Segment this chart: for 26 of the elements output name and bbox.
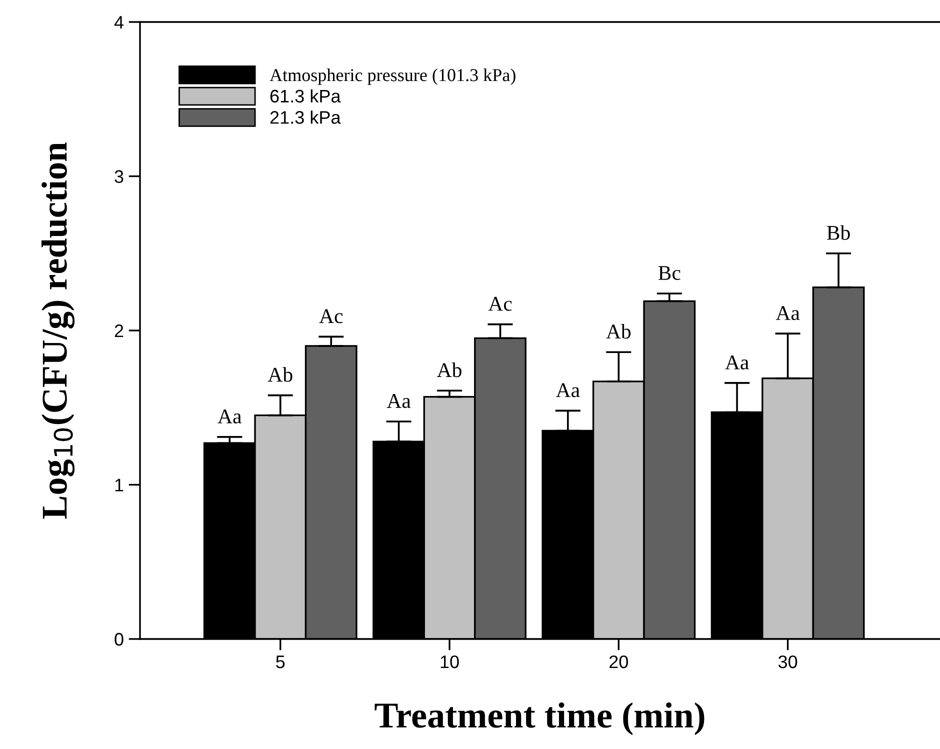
data-label: Aa xyxy=(776,306,800,320)
y-tick-label: 0 xyxy=(114,632,124,646)
data-label: Ac xyxy=(319,309,343,324)
data-label: Bc xyxy=(658,266,680,280)
data-label: Aa xyxy=(386,394,411,408)
x-tick-label: 20 xyxy=(610,655,628,668)
data-label: Ab xyxy=(436,362,462,378)
x-tick-label: 5 xyxy=(276,656,285,668)
y-tick-label: 3 xyxy=(114,170,124,183)
data-label: Aa xyxy=(218,409,242,424)
y-axis-title: Log$_{10}$(CFU/g) reduction xyxy=(42,142,75,519)
y-tick-label: 1 xyxy=(115,478,124,492)
x-tick-label: 30 xyxy=(778,655,798,668)
data-label: Aa xyxy=(556,383,580,398)
legend-label: Atmospheric pressure (101.3 kPa) xyxy=(270,68,516,85)
data-label: Aa xyxy=(725,356,749,370)
legend-label: 21.3 kPa xyxy=(270,110,341,124)
data-label: Bb xyxy=(826,225,850,240)
data-label: Ac xyxy=(488,296,512,311)
y-tick-label: 4 xyxy=(114,16,124,29)
x-tick-label: 10 xyxy=(440,655,459,668)
data-label: Ab xyxy=(606,324,631,339)
x-axis-title: Treatment time (min) xyxy=(374,702,704,736)
legend-label: 61.3 kPa xyxy=(270,89,341,103)
data-label: Ab xyxy=(268,367,292,382)
y-tick-label: 2 xyxy=(114,324,124,338)
